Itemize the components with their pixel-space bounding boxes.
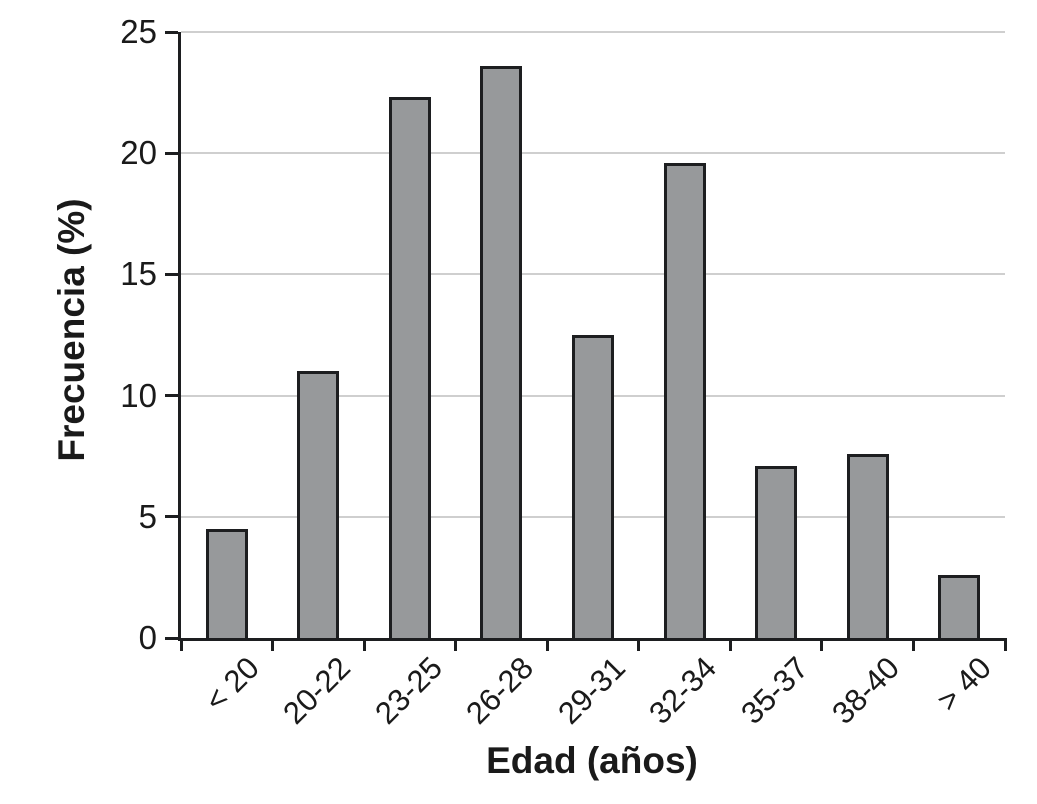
y-tick-label: 5: [138, 497, 157, 535]
y-axis-tick: [165, 636, 178, 640]
gridline: [181, 31, 1005, 33]
y-tick-label: 20: [120, 134, 157, 172]
y-tick-label: 10: [120, 376, 157, 414]
bar: [663, 162, 706, 638]
y-axis-title: Frecuencia (%): [51, 198, 92, 462]
plot-area: 0 5 10 15 20 25 < 20 20-22 23-25 26-28 29-31 32-34 3…: [120, 13, 1007, 731]
bar: [388, 97, 431, 638]
y-axis-tick: [165, 515, 178, 519]
x-axis-tick: [911, 638, 915, 651]
x-axis-tick: [637, 638, 641, 651]
y-tick-label: 0: [138, 619, 157, 656]
y-axis-tick: [165, 30, 178, 34]
x-tick-label: 32-34: [642, 650, 724, 731]
gridline: [181, 273, 1005, 276]
x-tick-label: < 20: [197, 650, 266, 719]
bar: [572, 335, 614, 638]
x-tick-label: 26-28: [459, 650, 541, 731]
y-axis-tick: [165, 394, 178, 398]
bar: [297, 371, 340, 638]
y-tick-label: 25: [120, 13, 157, 50]
x-axis-tick: [545, 638, 549, 651]
x-tick-label: 38-40: [825, 650, 907, 731]
x-axis-tick: [1003, 638, 1007, 651]
x-axis-tick: [271, 638, 275, 651]
gridline: [181, 152, 1005, 155]
x-axis-title: Edad (años): [486, 740, 698, 781]
bar: [938, 574, 981, 638]
bar: [755, 465, 798, 638]
x-axis-tick: [362, 638, 366, 651]
x-tick-label: > 40: [929, 650, 998, 719]
y-axis-tick: [165, 272, 178, 276]
y-axis-tick: [165, 151, 178, 155]
x-axis-tick: [179, 638, 183, 651]
x-tick-label: 23-25: [367, 650, 449, 731]
bar: [480, 65, 523, 638]
x-tick-label: 20-22: [276, 650, 358, 731]
x-axis-tick: [820, 638, 824, 651]
bar: [846, 453, 889, 638]
x-tick-label: 29-31: [550, 650, 632, 731]
x-tick-label: 35-37: [734, 650, 815, 731]
y-tick-label: 15: [120, 255, 157, 293]
x-axis-tick: [454, 638, 458, 651]
bar: [205, 528, 248, 638]
x-axis-tick: [728, 638, 732, 651]
